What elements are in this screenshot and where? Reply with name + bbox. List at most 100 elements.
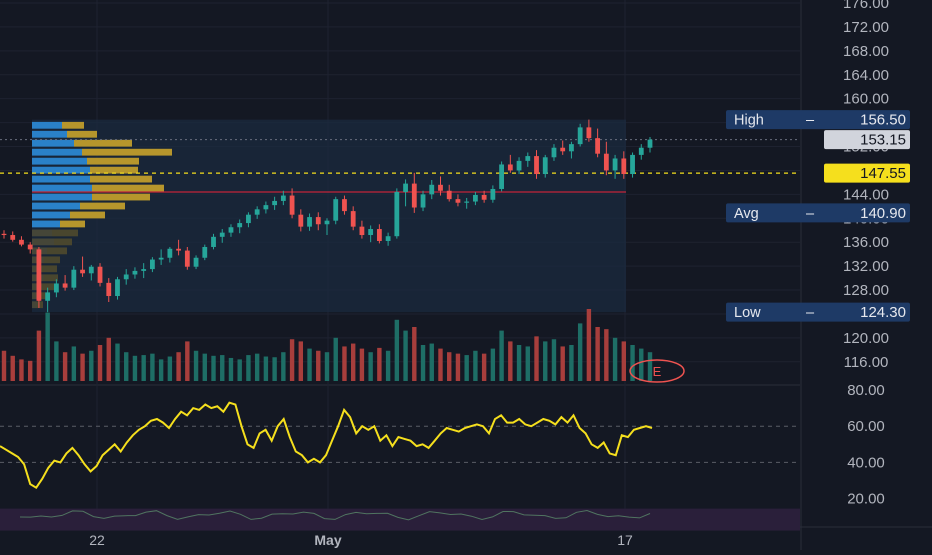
candle-body [202,246,208,258]
volume-bar [481,353,487,381]
time-axis[interactable]: 22 May 17 [89,532,633,548]
earnings-marker-icon [629,359,685,383]
crosshair-price-label-value: 147.55 [860,165,906,182]
candle-body [150,259,155,270]
candle-body [158,257,164,260]
volume-bar [228,357,234,381]
candle-body [80,269,85,274]
rsi-tick-label[interactable]: 20.00 [847,491,885,508]
volume-profile-down-bar [37,301,43,309]
price-tick-label[interactable]: 136.00 [843,234,889,251]
volume-bar [97,345,103,381]
volume-bars [1,309,653,381]
volume-profile-up-bar [32,301,37,309]
volume-profile-down-bar [44,256,60,264]
rsi-tick-label[interactable]: 60.00 [847,418,885,435]
volume-profile-up-bar [32,184,92,192]
price-tick-label[interactable]: 116.00 [844,354,889,371]
price-tick-label[interactable]: 164.00 [843,67,889,84]
rsi-tick-label[interactable]: 40.00 [847,454,885,471]
candle-body [211,236,216,247]
volume-bar [27,360,33,381]
volume-bar [551,339,557,381]
candle-body [481,194,487,200]
volume-bar [342,346,347,381]
volume-bar [185,341,190,381]
candle-body [53,283,59,293]
price-tick-label[interactable]: 172.00 [843,19,889,36]
candle-body [62,283,68,288]
volume-bar [350,343,356,381]
candle-body [141,269,147,271]
volume-bar [639,348,644,381]
candle-body [88,266,94,274]
time-tick-label[interactable]: May [314,532,341,548]
volume-profile-down-bar [92,193,150,201]
volume-profile-down-bar [82,148,172,156]
candle-body [647,139,653,148]
volume-bar [289,339,295,381]
volume-bar [132,355,138,381]
low-label-name: Low [734,305,761,321]
candle-body [228,227,234,233]
volume-bar [412,327,417,381]
volume-bar [246,355,251,381]
candle-body [219,232,225,237]
volume-bar [516,345,522,381]
candle-body [115,279,120,297]
volume-bar [141,355,146,381]
volume-profile-up-bar [32,157,87,165]
volume-profile-down-bar [90,166,138,174]
volume-bar [211,355,216,381]
rsi-lower-band [0,508,800,531]
volume-profile-down-bar [62,121,84,129]
candle-body [184,250,190,267]
price-tick-label[interactable]: 132.00 [843,258,889,275]
last-price-label-value: 153.15 [860,132,906,149]
value-area-box [32,119,626,313]
volume-bar [359,348,365,381]
candle-body [359,226,365,236]
volume-profile-up-bar [32,166,90,174]
candle-body [1,233,7,236]
candle-body [342,199,347,212]
volume-profile [0,119,800,313]
volume-bar [604,329,609,381]
price-tick-label[interactable]: 176.00 [843,0,889,12]
last-price-label-bg [824,130,910,150]
price-tick-label[interactable]: 128.00 [843,282,889,299]
avg-label-value: 140.90 [860,205,906,222]
volume-bar [560,346,565,381]
rsi-tick-label[interactable]: 80.00 [847,382,885,399]
volume-profile-down-bar [42,265,57,273]
volume-profile-up-bar [32,202,80,210]
volume-bar [377,347,382,381]
crosshair-price-label-bg [824,163,910,183]
price-tick-label[interactable]: 120.00 [843,330,889,347]
candle-body [429,184,435,195]
volume-profile-up-bar [32,220,60,228]
volume-profile-down-bar [47,247,67,255]
candle-body [638,147,644,155]
candle-body [254,209,260,215]
volume-bar [447,352,452,381]
candle-body [19,239,24,245]
volume-bar [473,350,478,381]
avg-label-dash: – [806,206,815,222]
candle-body [630,154,635,175]
volume-profile-up-bar [32,175,90,183]
price-tick-label[interactable]: 144.00 [843,186,889,203]
price-tick-label[interactable]: 160.00 [843,91,889,108]
volume-bar [438,348,443,381]
price-tick-label[interactable]: 168.00 [843,43,889,60]
candle-body [551,147,557,158]
volume-profile-down-bar [60,220,85,228]
volume-bar [403,330,408,381]
volume-bar [429,343,434,381]
time-tick-label[interactable]: 17 [617,532,633,548]
volume-bar [176,352,181,381]
time-tick-label[interactable]: 22 [89,532,105,548]
high-label-dash: – [806,113,815,129]
